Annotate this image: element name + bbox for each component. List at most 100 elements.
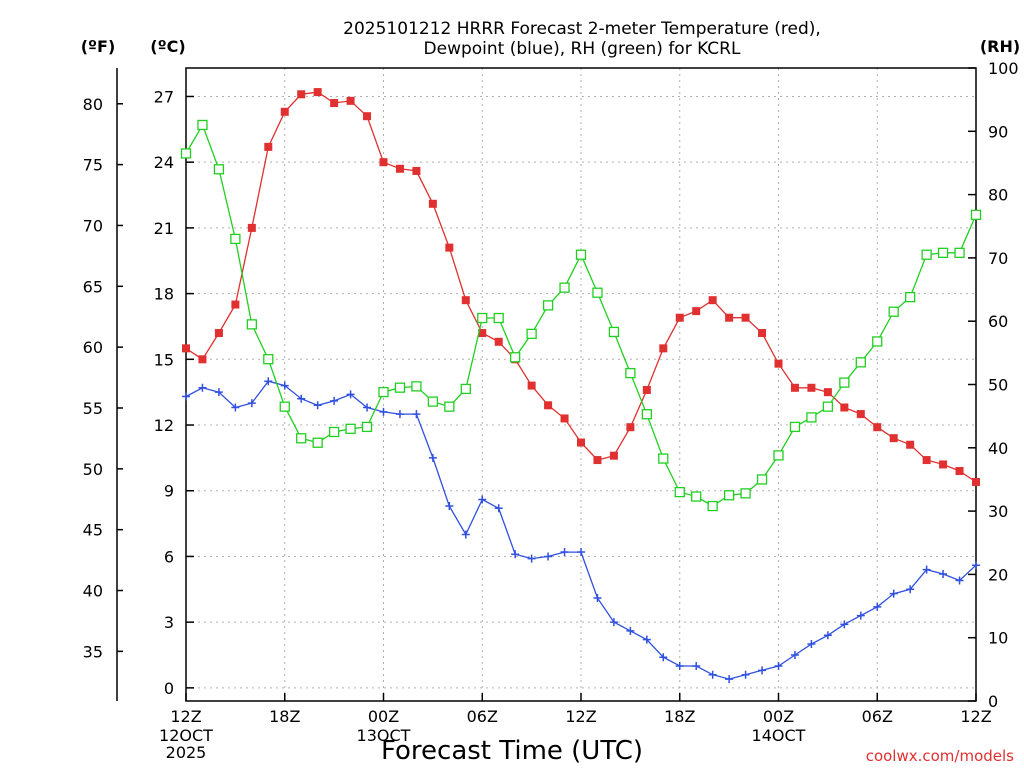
dewpoint-point xyxy=(478,495,487,504)
dewpoint-point xyxy=(363,403,372,412)
rh-point xyxy=(691,491,702,502)
dewpoint-point xyxy=(675,661,684,670)
rh-point xyxy=(575,249,587,260)
rh-point xyxy=(213,164,225,175)
temperature-point xyxy=(577,438,585,447)
rh-tick-label: 60 xyxy=(988,312,1008,331)
temperature-point xyxy=(264,142,273,151)
x-tick-label: 12Z xyxy=(170,707,201,726)
rh-point xyxy=(427,396,439,407)
rh-point xyxy=(756,474,768,485)
temperature-point xyxy=(609,451,618,460)
fahrenheit-unit-label: (ºF) xyxy=(81,37,116,56)
temperature-point xyxy=(313,88,322,97)
dewpoint-point xyxy=(642,635,651,644)
dewpoint-point xyxy=(692,661,701,670)
temperature-point xyxy=(445,243,454,252)
rh-point xyxy=(740,488,751,499)
celsius-tick-label: 21 xyxy=(154,219,174,238)
rh-tick-label: 30 xyxy=(988,502,1008,521)
dewpoint-point xyxy=(412,410,421,419)
fahrenheit-tick-label: 65 xyxy=(83,277,103,296)
dewpoint-point xyxy=(297,394,306,403)
fahrenheit-tick-label: 75 xyxy=(83,156,103,175)
rh-point xyxy=(937,247,949,258)
celsius-tick-label: 0 xyxy=(164,679,174,698)
dewpoint-point xyxy=(889,589,898,598)
chart-title-line-2: Dewpoint (blue), RH (green) for KCRL xyxy=(424,39,741,59)
rh-point xyxy=(658,453,669,464)
dewpoint-point xyxy=(741,670,750,679)
rh-point xyxy=(559,282,570,293)
temperature-point xyxy=(593,456,602,465)
rh-point xyxy=(296,433,307,444)
dewpoint-point xyxy=(922,565,931,574)
credit-text: coolwx.com/models xyxy=(866,747,1014,765)
celsius-tick-label: 18 xyxy=(154,285,174,304)
rh-point xyxy=(263,354,274,365)
temperature-point xyxy=(725,313,734,322)
rh-point xyxy=(806,412,817,423)
temperature-point xyxy=(807,383,816,392)
rh-point xyxy=(246,319,257,330)
dewpoint-point xyxy=(231,403,240,412)
rh-point xyxy=(460,383,471,395)
chart-title-line-1: 2025101212 HRRR Forecast 2-meter Tempera… xyxy=(343,19,821,39)
temperature-point xyxy=(330,99,339,108)
temperature-point xyxy=(642,385,651,394)
dewpoint-point xyxy=(214,388,223,397)
rh-tick-label: 0 xyxy=(988,692,998,711)
dewpoint-point xyxy=(527,554,536,563)
x-tick-label: 06Z xyxy=(862,707,893,726)
rh-point xyxy=(839,377,850,388)
celsius-tick-label: 24 xyxy=(154,153,174,172)
rh-point xyxy=(526,328,537,340)
celsius-unit-label: (ºC) xyxy=(150,37,185,56)
x-tick-label: 00Z xyxy=(368,707,399,726)
rh-point xyxy=(230,233,241,245)
rh-point xyxy=(378,386,389,398)
dewpoint-point xyxy=(330,396,339,405)
rh-point xyxy=(180,148,192,159)
rh-point xyxy=(279,401,290,412)
x-tick-date-label: 14OCT xyxy=(752,726,806,745)
rh-tick-label: 80 xyxy=(988,186,1008,205)
fahrenheit-tick-label: 45 xyxy=(83,521,103,540)
temperature-point xyxy=(906,440,915,449)
rh-point xyxy=(542,300,554,311)
dewpoint-point xyxy=(790,651,799,660)
temperature-point xyxy=(692,307,701,316)
dewpoint-point xyxy=(807,640,816,649)
temperature-point xyxy=(428,199,437,208)
dewpoint-point xyxy=(544,552,553,561)
dewpoint-point xyxy=(461,530,470,539)
gridlines xyxy=(186,68,976,701)
data-series xyxy=(180,88,982,684)
temperature-point xyxy=(856,410,865,419)
rh-tick-label: 90 xyxy=(988,122,1008,141)
x-tick-label: 12Z xyxy=(565,707,596,726)
temperature-point xyxy=(626,423,635,432)
temperature-point xyxy=(774,359,783,368)
rh-point xyxy=(592,287,603,298)
temperature-point xyxy=(790,383,799,392)
x-tick-label: 18Z xyxy=(664,707,695,726)
fahrenheit-tick-label: 35 xyxy=(83,642,103,661)
rh-point xyxy=(888,306,899,317)
rh-tick-label: 100 xyxy=(988,59,1019,78)
rh-point xyxy=(921,249,932,260)
temperature-point xyxy=(527,381,536,390)
dewpoint-point xyxy=(758,666,767,675)
dewpoint-point xyxy=(280,381,289,390)
rh-point xyxy=(822,401,834,412)
fahrenheit-tick-label: 60 xyxy=(83,338,103,357)
x-axis-title: Forecast Time (UTC) xyxy=(381,736,643,766)
rh-point xyxy=(608,326,620,338)
x-tick-label: 18Z xyxy=(269,707,300,726)
x-tick-label: 12Z xyxy=(960,707,991,726)
celsius-tick-label: 27 xyxy=(154,87,174,106)
temperature-point xyxy=(214,329,223,338)
x-tick-date-label: 12OCT xyxy=(159,726,213,745)
rh-point xyxy=(411,381,422,392)
